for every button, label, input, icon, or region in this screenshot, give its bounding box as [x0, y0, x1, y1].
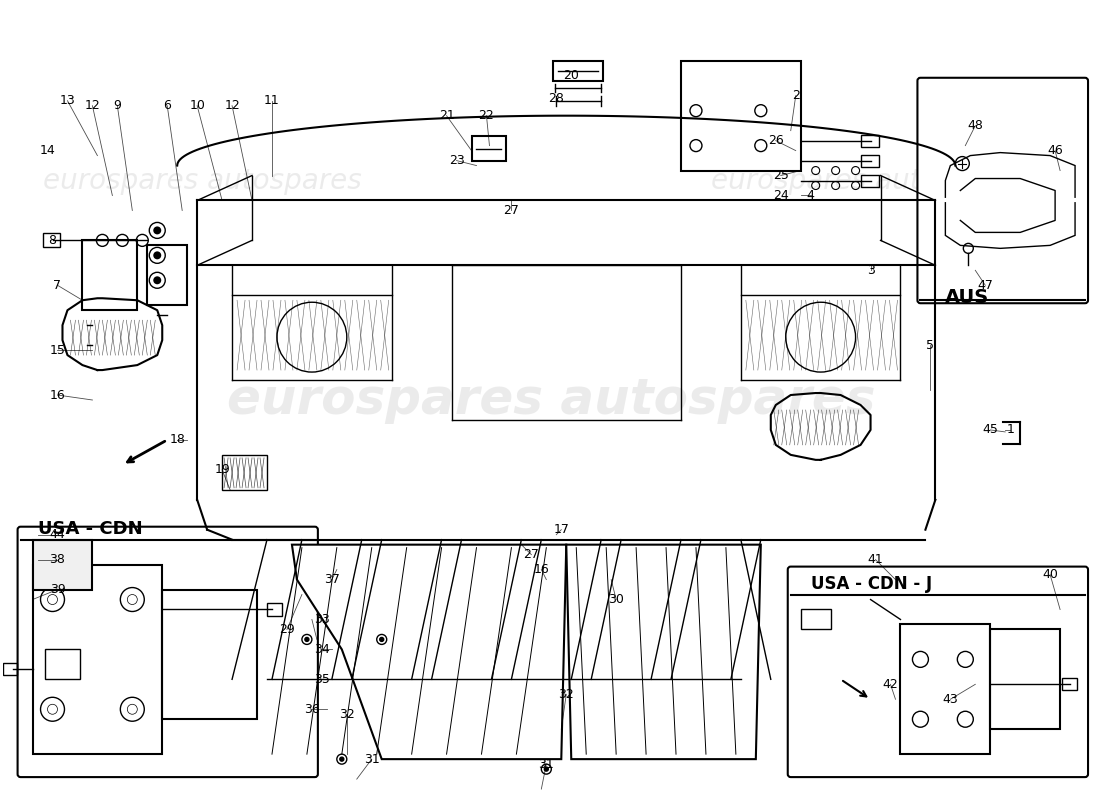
Text: 15: 15 [50, 344, 65, 357]
Text: 27: 27 [524, 548, 539, 561]
Text: 8: 8 [48, 234, 56, 247]
Bar [553, 61, 603, 81]
FancyBboxPatch shape [18, 526, 318, 777]
Circle shape [379, 638, 384, 642]
Text: AUS: AUS [945, 288, 990, 307]
Text: 38: 38 [50, 553, 65, 566]
Text: 22: 22 [478, 109, 494, 122]
Text: 2: 2 [792, 90, 800, 102]
Bar [901, 625, 990, 754]
Text: 31: 31 [364, 753, 380, 766]
Circle shape [153, 276, 162, 284]
Text: USA - CDN: USA - CDN [37, 520, 142, 538]
Text: 42: 42 [882, 678, 899, 691]
Polygon shape [945, 153, 1075, 248]
Text: 32: 32 [339, 708, 354, 721]
Bar [33, 565, 162, 754]
Circle shape [544, 767, 548, 771]
Polygon shape [566, 545, 761, 759]
Bar [2, 663, 16, 675]
Circle shape [340, 757, 344, 761]
Text: 37: 37 [323, 573, 340, 586]
Bar [267, 602, 282, 617]
Bar [1063, 678, 1077, 690]
Text: 32: 32 [559, 688, 574, 701]
Text: 28: 28 [549, 92, 564, 106]
Text: 23: 23 [449, 154, 464, 167]
Text: 18: 18 [169, 434, 185, 446]
Text: 9: 9 [113, 99, 121, 112]
Bar [44, 650, 80, 679]
Text: 45: 45 [982, 423, 998, 437]
Text: 46: 46 [1047, 144, 1063, 157]
Text: 39: 39 [50, 583, 65, 596]
Text: 33: 33 [314, 613, 330, 626]
Bar [860, 134, 879, 146]
Text: eurospares autospares: eurospares autospares [43, 166, 362, 194]
Bar [82, 240, 138, 310]
Text: 13: 13 [59, 94, 75, 107]
Bar [801, 610, 830, 630]
Bar [222, 455, 267, 490]
Text: 5: 5 [926, 338, 934, 352]
Text: eurospares autospares: eurospares autospares [227, 376, 876, 424]
Text: 21: 21 [439, 109, 454, 122]
Text: 31: 31 [538, 758, 554, 770]
Text: 43: 43 [943, 693, 958, 706]
Text: 26: 26 [768, 134, 783, 147]
Text: eurospares autospares: eurospares autospares [712, 166, 1030, 194]
Text: 24: 24 [773, 189, 789, 202]
Bar [147, 246, 187, 306]
Text: 19: 19 [214, 463, 230, 476]
Text: 17: 17 [553, 523, 569, 536]
Text: 30: 30 [608, 593, 624, 606]
Text: 14: 14 [40, 144, 55, 157]
Text: 10: 10 [189, 99, 205, 112]
Bar [860, 174, 879, 186]
Bar [860, 154, 879, 166]
FancyBboxPatch shape [917, 78, 1088, 303]
Text: 12: 12 [224, 99, 240, 112]
Text: 12: 12 [85, 99, 100, 112]
Bar [162, 590, 257, 719]
Bar [33, 540, 92, 590]
Circle shape [153, 226, 162, 234]
Text: 6: 6 [163, 99, 172, 112]
Text: 47: 47 [977, 278, 993, 292]
Text: 44: 44 [50, 528, 65, 541]
Text: 40: 40 [1042, 568, 1058, 581]
Bar [681, 61, 801, 170]
Text: 35: 35 [314, 673, 330, 686]
Text: 48: 48 [967, 119, 983, 132]
Text: 36: 36 [304, 702, 320, 716]
Text: 34: 34 [314, 643, 330, 656]
Text: 3: 3 [867, 264, 875, 277]
Text: 20: 20 [563, 70, 580, 82]
Text: 16: 16 [50, 389, 65, 402]
Text: USA - CDN - J: USA - CDN - J [811, 574, 932, 593]
Bar [43, 234, 60, 247]
Text: 1: 1 [1006, 423, 1014, 437]
Bar [472, 136, 506, 161]
Text: 4: 4 [806, 189, 815, 202]
Text: 7: 7 [54, 278, 62, 292]
Circle shape [305, 638, 309, 642]
FancyBboxPatch shape [788, 566, 1088, 777]
Text: 41: 41 [868, 553, 883, 566]
Bar [990, 630, 1060, 730]
Text: 11: 11 [264, 94, 279, 107]
Text: 25: 25 [773, 169, 789, 182]
Text: 29: 29 [279, 623, 295, 636]
Text: 16: 16 [534, 563, 549, 576]
Circle shape [153, 251, 162, 259]
Polygon shape [292, 545, 566, 759]
Text: 27: 27 [504, 204, 519, 217]
